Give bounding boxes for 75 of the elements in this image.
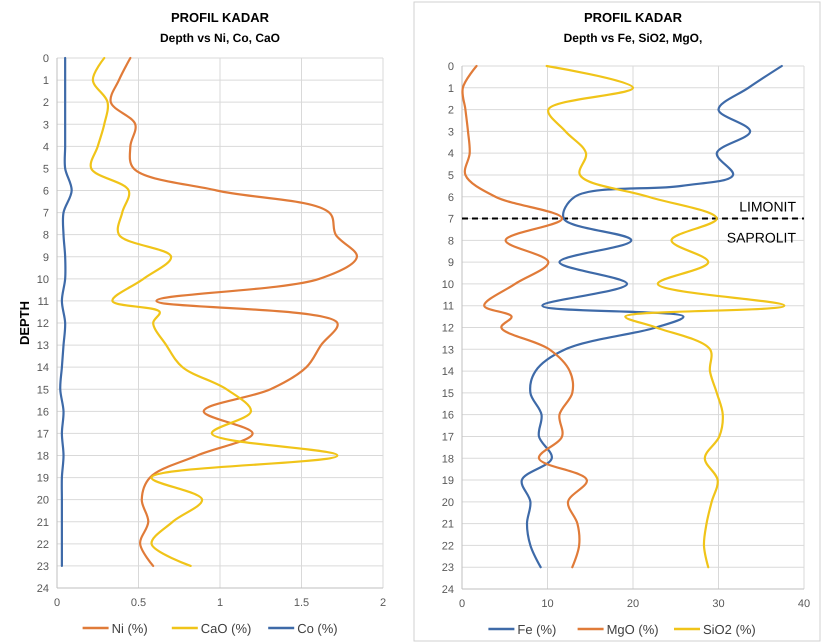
y-tick-label: 2 — [448, 104, 454, 117]
y-tick-label: 23 — [442, 562, 454, 574]
y-tick-label: 1 — [448, 82, 454, 95]
y-tick-label: 19 — [36, 472, 49, 485]
y-tick-label: 24 — [442, 584, 454, 596]
chart-title: PROFIL KADAR — [584, 10, 683, 25]
y-tick-label: 9 — [448, 257, 454, 270]
y-tick-label: 8 — [448, 235, 454, 248]
chart-subtitle: Depth vs Fe, SiO2, MgO, — [564, 31, 702, 45]
y-tick-label: 24 — [36, 583, 49, 595]
x-tick-label: 40 — [798, 598, 810, 610]
chart-title: PROFIL KADAR — [171, 10, 270, 25]
x-tick-label: 30 — [712, 598, 725, 610]
y-tick-label: 22 — [442, 540, 454, 552]
legend-label: Fe (%) — [517, 622, 556, 637]
annotation: SAPROLIT — [726, 230, 796, 246]
y-tick-label: 1 — [42, 75, 49, 88]
line-series — [462, 64, 588, 568]
y-tick-label: 0 — [448, 61, 454, 73]
y-tick-label: 16 — [442, 410, 454, 422]
x-tick-label: 0 — [54, 597, 60, 609]
y-tick-label: 20 — [442, 496, 454, 509]
x-tick-label: 20 — [626, 598, 640, 610]
legend-label: Ni (%) — [112, 621, 148, 636]
y-tick-label: 15 — [36, 384, 49, 396]
y-tick-label: 7 — [42, 208, 49, 220]
y-tick-label: 3 — [42, 119, 49, 132]
y-tick-label: 10 — [36, 274, 49, 286]
x-tick-label: 10 — [541, 598, 554, 610]
x-tick-label: 0.5 — [130, 597, 146, 609]
legend-label: MgO (%) — [606, 622, 659, 637]
y-tick-label: 2 — [42, 97, 49, 110]
chart-subtitle: Depth vs Ni, Co, CaO — [160, 31, 280, 45]
line-series — [59, 56, 73, 568]
y-tick-label: 18 — [36, 450, 49, 462]
y-tick-label: 6 — [42, 186, 49, 198]
x-tick-label: 2 — [380, 597, 386, 609]
legend-label: Co (%) — [297, 621, 338, 636]
x-tick-label: 0 — [458, 598, 466, 610]
x-tick-label: 1 — [216, 597, 224, 609]
y-tick-label: 19 — [442, 475, 454, 488]
y-tick-label: 8 — [42, 230, 49, 242]
y-tick-label: 3 — [448, 126, 454, 138]
y-tick-label: 5 — [42, 163, 49, 176]
y-tick-label: 4 — [448, 148, 454, 160]
y-tick-label: 16 — [36, 406, 49, 418]
y-tick-label: 4 — [42, 141, 49, 154]
y-tick-label: 17 — [36, 428, 49, 440]
y-tick-label: 13 — [36, 340, 49, 352]
y-tick-label: 21 — [36, 516, 49, 529]
y-tick-label: 12 — [442, 322, 454, 334]
x-tick-label: 1.5 — [294, 597, 310, 609]
y-tick-label: 0 — [42, 53, 49, 65]
y-tick-label: 22 — [36, 538, 49, 551]
y-tick-label: 9 — [42, 252, 49, 264]
y-tick-label: 5 — [448, 170, 454, 182]
y-tick-label: 11 — [38, 296, 49, 308]
y-tick-label: 7 — [448, 214, 454, 226]
y-tick-label: 21 — [442, 518, 454, 531]
y-tick-label: 13 — [442, 344, 454, 356]
ref-line-label: LIMONIT — [739, 198, 796, 215]
y-tick-label: 10 — [442, 278, 454, 291]
y-tick-label: 14 — [36, 362, 49, 374]
y-tick-label: 14 — [442, 366, 454, 378]
y-tick-label: 23 — [36, 560, 49, 573]
y-axis-title: DEPTH — [17, 300, 32, 346]
legend-label: SiO2 (%) — [703, 622, 756, 637]
y-tick-label: 17 — [442, 431, 454, 444]
legend-label: CaO (%) — [200, 621, 252, 636]
y-tick-label: 18 — [442, 453, 454, 466]
y-tick-label: 20 — [36, 494, 49, 507]
y-tick-label: 11 — [442, 300, 454, 313]
y-tick-label: 15 — [442, 388, 454, 400]
y-tick-label: 12 — [36, 318, 49, 330]
y-tick-label: 6 — [448, 192, 454, 204]
